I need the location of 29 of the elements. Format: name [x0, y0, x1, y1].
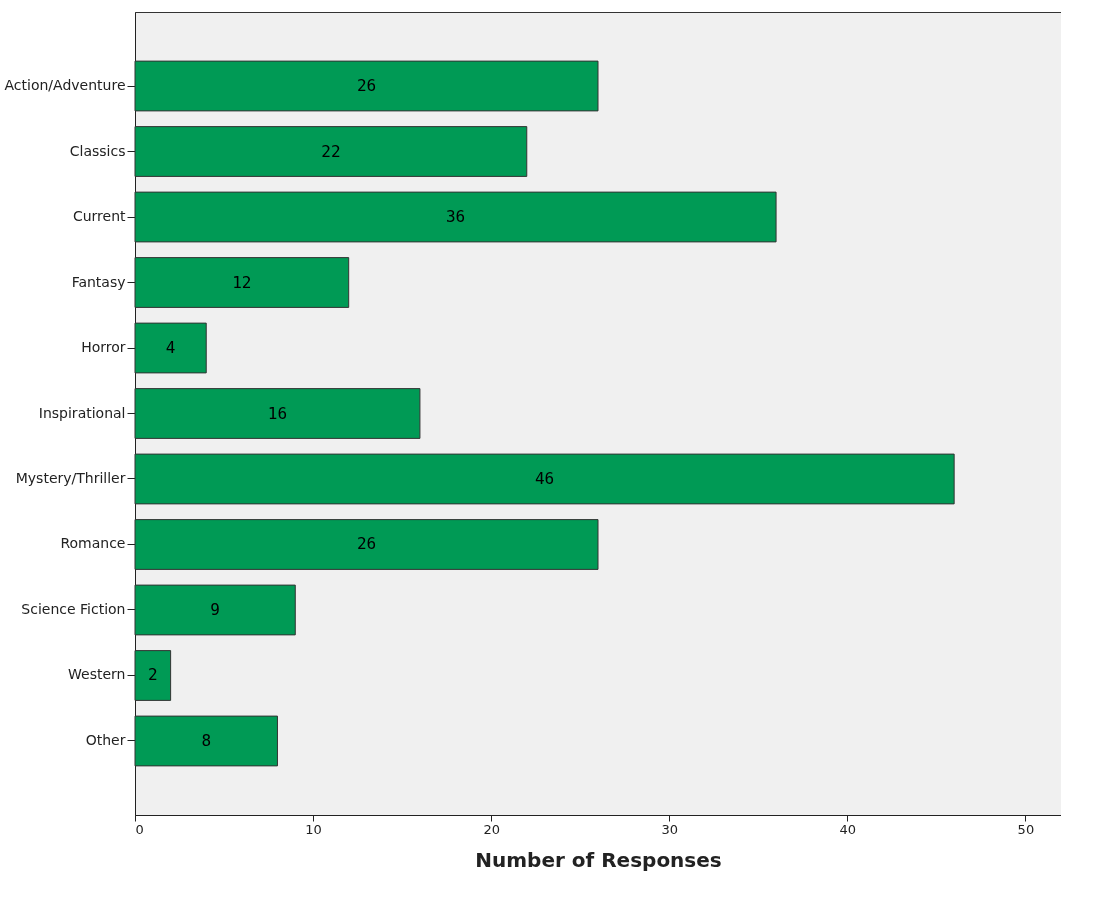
- data-label: 2: [147, 665, 158, 685]
- y-tick-label: Classics: [69, 142, 126, 159]
- y-tick-label: Science Fiction: [21, 600, 126, 617]
- y-tick-label: Western: [68, 666, 126, 683]
- x-tick-label: 20: [483, 821, 500, 837]
- data-label: 9: [210, 599, 220, 619]
- y-tick-label: Action/Adventure: [4, 77, 126, 94]
- y-tick-label: Romance: [60, 535, 126, 552]
- x-tick-label: 30: [661, 821, 678, 837]
- y-tick-label: Other: [85, 731, 126, 748]
- data-label: 26: [356, 534, 377, 554]
- data-label: 16: [267, 403, 288, 423]
- x-tick-label: 50: [1017, 821, 1035, 837]
- x-tick-label: 0: [135, 821, 144, 837]
- data-label: 12: [232, 272, 252, 292]
- y-tick-label: Fantasy: [71, 273, 126, 290]
- x-tick-label: 10: [305, 821, 322, 837]
- data-label: 22: [321, 141, 341, 161]
- data-label: 8: [201, 730, 212, 750]
- y-tick-label: Inspirational: [38, 404, 126, 421]
- data-label: 26: [356, 76, 377, 96]
- y-tick-label: Horror: [81, 339, 126, 355]
- y-tick-label: Mystery/Thriller: [15, 470, 126, 486]
- x-tick-label: 40: [839, 821, 857, 837]
- y-tick-label: Current: [72, 208, 126, 225]
- x-axis-title: Number of Responses: [475, 847, 722, 872]
- data-label: 36: [445, 207, 466, 227]
- data-label: 4: [165, 338, 176, 357]
- data-label: 46: [534, 469, 555, 488]
